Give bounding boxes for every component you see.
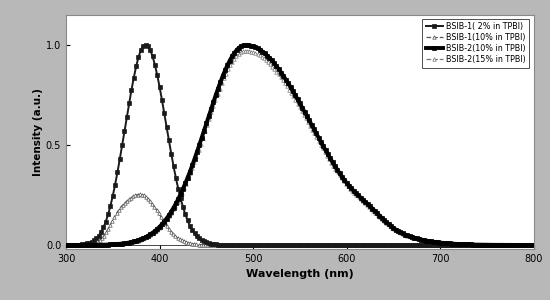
BSIB-1(10% in TPBI) xyxy=(290,243,297,247)
BSIB-1( 2% in TPBI) xyxy=(516,243,523,247)
BSIB-1( 2% in TPBI) xyxy=(517,243,524,247)
BSIB-2(15% in TPBI) xyxy=(243,49,249,53)
BSIB-1(10% in TPBI) xyxy=(136,193,143,196)
BSIB-2(10% in TPBI) xyxy=(278,71,284,74)
Line: BSIB-1(10% in TPBI): BSIB-1(10% in TPBI) xyxy=(64,193,535,247)
BSIB-1(10% in TPBI) xyxy=(431,243,438,247)
BSIB-1(10% in TPBI) xyxy=(530,243,537,247)
BSIB-1( 2% in TPBI) xyxy=(431,243,438,247)
BSIB-2(15% in TPBI) xyxy=(530,243,537,247)
Line: BSIB-2(15% in TPBI): BSIB-2(15% in TPBI) xyxy=(64,49,535,247)
BSIB-2(10% in TPBI) xyxy=(530,243,537,247)
BSIB-2(15% in TPBI) xyxy=(431,240,438,244)
Line: BSIB-2(10% in TPBI): BSIB-2(10% in TPBI) xyxy=(64,43,536,247)
BSIB-2(15% in TPBI) xyxy=(63,243,69,247)
BSIB-1( 2% in TPBI) xyxy=(63,243,69,247)
BSIB-1( 2% in TPBI) xyxy=(290,243,297,247)
BSIB-1(10% in TPBI) xyxy=(86,242,93,246)
BSIB-1(10% in TPBI) xyxy=(516,243,523,247)
Y-axis label: Intensity (a.u.): Intensity (a.u.) xyxy=(33,88,43,176)
BSIB-2(10% in TPBI) xyxy=(431,240,438,244)
BSIB-2(10% in TPBI) xyxy=(290,90,297,94)
BSIB-2(15% in TPBI) xyxy=(86,243,93,247)
BSIB-1( 2% in TPBI) xyxy=(86,241,93,244)
Line: BSIB-1( 2% in TPBI): BSIB-1( 2% in TPBI) xyxy=(64,43,536,247)
BSIB-2(10% in TPBI) xyxy=(86,243,93,247)
BSIB-1(10% in TPBI) xyxy=(63,243,69,247)
BSIB-1(10% in TPBI) xyxy=(278,243,284,247)
BSIB-2(15% in TPBI) xyxy=(290,95,297,99)
BSIB-2(10% in TPBI) xyxy=(517,243,524,247)
BSIB-2(10% in TPBI) xyxy=(516,243,523,247)
BSIB-1(10% in TPBI) xyxy=(517,243,524,247)
BSIB-1( 2% in TPBI) xyxy=(530,243,537,247)
BSIB-1( 2% in TPBI) xyxy=(142,43,148,46)
BSIB-2(15% in TPBI) xyxy=(516,243,523,247)
BSIB-2(10% in TPBI) xyxy=(63,243,69,247)
Legend: BSIB-1( 2% in TPBI), BSIB-1(10% in TPBI), BSIB-2(10% in TPBI), BSIB-2(15% in TPB: BSIB-1( 2% in TPBI), BSIB-1(10% in TPBI)… xyxy=(422,19,530,68)
BSIB-1( 2% in TPBI) xyxy=(278,243,284,247)
BSIB-2(15% in TPBI) xyxy=(278,76,284,80)
X-axis label: Wavelength (nm): Wavelength (nm) xyxy=(246,269,354,279)
BSIB-2(15% in TPBI) xyxy=(517,243,524,247)
BSIB-2(10% in TPBI) xyxy=(243,43,249,47)
